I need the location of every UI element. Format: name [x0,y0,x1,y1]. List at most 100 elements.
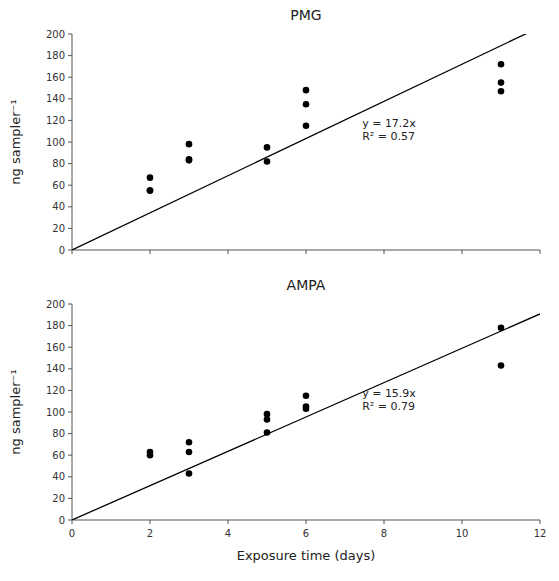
y-tick [68,185,72,186]
x-tick [228,520,229,524]
scatter-point [186,449,193,456]
scatter-point [264,429,271,436]
scatter-point [186,141,193,148]
y-tick [68,55,72,56]
x-axis-label: Exposure time (days) [237,548,376,563]
y-tick [68,98,72,99]
scatter-point [186,157,193,164]
y-tick-label: 180 [46,320,65,331]
x-tick [306,250,307,254]
y-tick [68,412,72,413]
y-tick-label: 40 [52,471,65,482]
y-tick-label: 120 [46,385,65,396]
chart-root: PMG020406080100120140160180200ng sampler… [0,0,559,581]
y-tick [68,77,72,78]
scatter-point [498,61,505,68]
y-tick-label: 160 [46,342,65,353]
y-tick [68,142,72,143]
y-tick-label: 60 [52,450,65,461]
x-tick [384,520,385,524]
y-tick [68,476,72,477]
y-tick [68,228,72,229]
y-tick-label: 140 [46,93,65,104]
x-tick [306,520,307,524]
plot-area [72,34,540,250]
scatter-point [303,123,310,130]
y-tick [68,347,72,348]
y-tick [68,163,72,164]
chart-title: PMG [290,7,321,23]
x-tick [540,250,541,254]
y-tick [68,390,72,391]
x-tick [384,250,385,254]
scatter-point [498,88,505,95]
annotation: R² = 0.57 [362,130,415,143]
y-tick-label: 140 [46,363,65,374]
x-tick-label: 6 [303,528,309,539]
y-tick-label: 20 [52,493,65,504]
scatter-point [147,174,154,181]
x-tick [150,250,151,254]
annotation: R² = 0.79 [362,400,415,413]
scatter-point [498,362,505,369]
scatter-point [264,411,271,418]
y-tick-label: 0 [59,245,65,256]
y-tick [68,498,72,499]
trend-line [72,34,540,250]
scatter-point [147,187,154,194]
scatter-point [186,439,193,446]
y-tick-label: 200 [46,29,65,40]
scatter-point [303,405,310,412]
trend-line [72,314,540,520]
x-tick [228,250,229,254]
y-tick [68,206,72,207]
y-tick [68,433,72,434]
y-tick-label: 60 [52,180,65,191]
chart-title: AMPA [287,277,326,293]
y-axis-label: ng sampler⁻¹ [8,369,23,454]
scatter-point [303,87,310,94]
y-axis-label: ng sampler⁻¹ [8,99,23,184]
x-tick [72,520,73,524]
y-tick-label: 200 [46,299,65,310]
x-tick [72,250,73,254]
y-tick [68,455,72,456]
x-tick [540,520,541,524]
y-tick-label: 180 [46,50,65,61]
x-tick-label: 12 [534,528,547,539]
panel: AMPA020406080100120140160180200024681012… [8,277,546,563]
y-tick [68,520,72,521]
y-tick-label: 80 [52,158,65,169]
y-tick [68,250,72,251]
annotation: y = 15.9x [362,387,416,400]
y-tick [68,304,72,305]
x-tick [150,520,151,524]
scatter-point [147,187,154,194]
y-tick [68,120,72,121]
scatter-point [498,79,505,86]
y-tick-label: 40 [52,201,65,212]
scatter-point [264,144,271,151]
y-tick-label: 160 [46,72,65,83]
x-tick-label: 10 [456,528,469,539]
scatter-point [303,393,310,400]
x-tick-label: 8 [381,528,387,539]
scatter-point [147,452,154,459]
y-tick [68,368,72,369]
y-tick-label: 100 [46,407,65,418]
y-tick-label: 0 [59,515,65,526]
y-tick [68,34,72,35]
y-tick-label: 20 [52,223,65,234]
x-tick [462,250,463,254]
y-tick-label: 80 [52,428,65,439]
plot-area [72,314,540,520]
y-tick [68,325,72,326]
scatter-point [264,158,271,165]
scatter-point [303,101,310,108]
x-tick [462,520,463,524]
scatter-point [498,324,505,331]
x-tick-label: 4 [225,528,231,539]
scatter-point [186,470,193,477]
annotation: y = 17.2x [362,117,416,130]
y-tick-label: 100 [46,137,65,148]
